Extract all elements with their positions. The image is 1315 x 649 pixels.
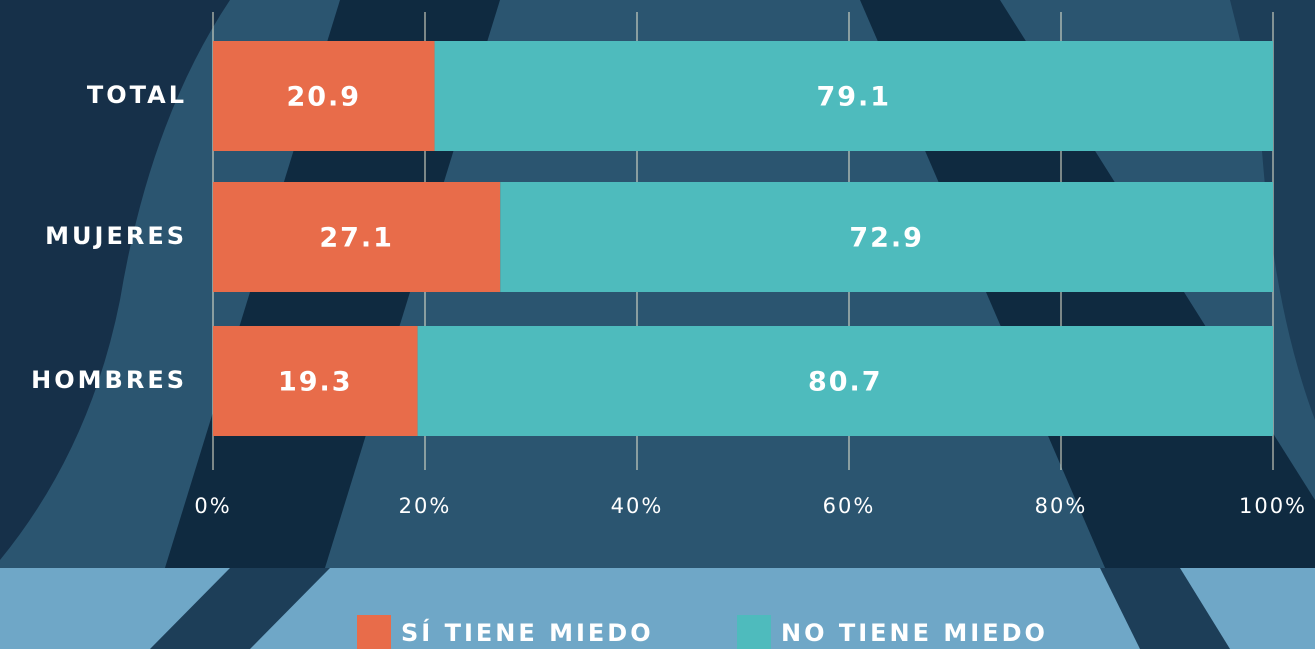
x-tick-label: 80% — [1035, 494, 1088, 518]
bg-shape — [0, 0, 230, 560]
x-tick-label: 0% — [194, 494, 231, 518]
data-label: 19.3 — [278, 367, 353, 398]
data-label: 79.1 — [816, 82, 891, 113]
x-tick-label: 40% — [611, 494, 664, 518]
x-tick-label: 60% — [823, 494, 876, 518]
y-tick-label: HOMBRES — [31, 366, 187, 394]
legend-swatch — [737, 615, 771, 649]
data-label: 80.7 — [808, 367, 883, 398]
bar-segment — [500, 182, 1273, 292]
x-tick-label: 100% — [1239, 494, 1307, 518]
legend-label: SÍ TIENE MIEDO — [401, 618, 654, 647]
data-label: 20.9 — [286, 82, 361, 113]
bar-segment — [417, 326, 1274, 436]
legend-label: NO TIENE MIEDO — [781, 619, 1048, 647]
data-label: 72.9 — [849, 223, 924, 254]
bg-shape — [140, 0, 500, 649]
data-label: 27.1 — [319, 223, 394, 254]
y-tick-label: MUJERES — [45, 222, 187, 250]
y-tick-label: TOTAL — [87, 81, 187, 109]
bar-segment — [434, 41, 1273, 151]
legend-swatch — [357, 615, 391, 649]
x-tick-label: 20% — [399, 494, 452, 518]
bg-shape — [150, 568, 330, 649]
bg-shape — [1100, 568, 1230, 649]
bar-segment — [213, 326, 418, 436]
bar-segment — [213, 182, 501, 292]
bar-segment — [213, 41, 435, 151]
bg-shape — [860, 0, 1315, 649]
